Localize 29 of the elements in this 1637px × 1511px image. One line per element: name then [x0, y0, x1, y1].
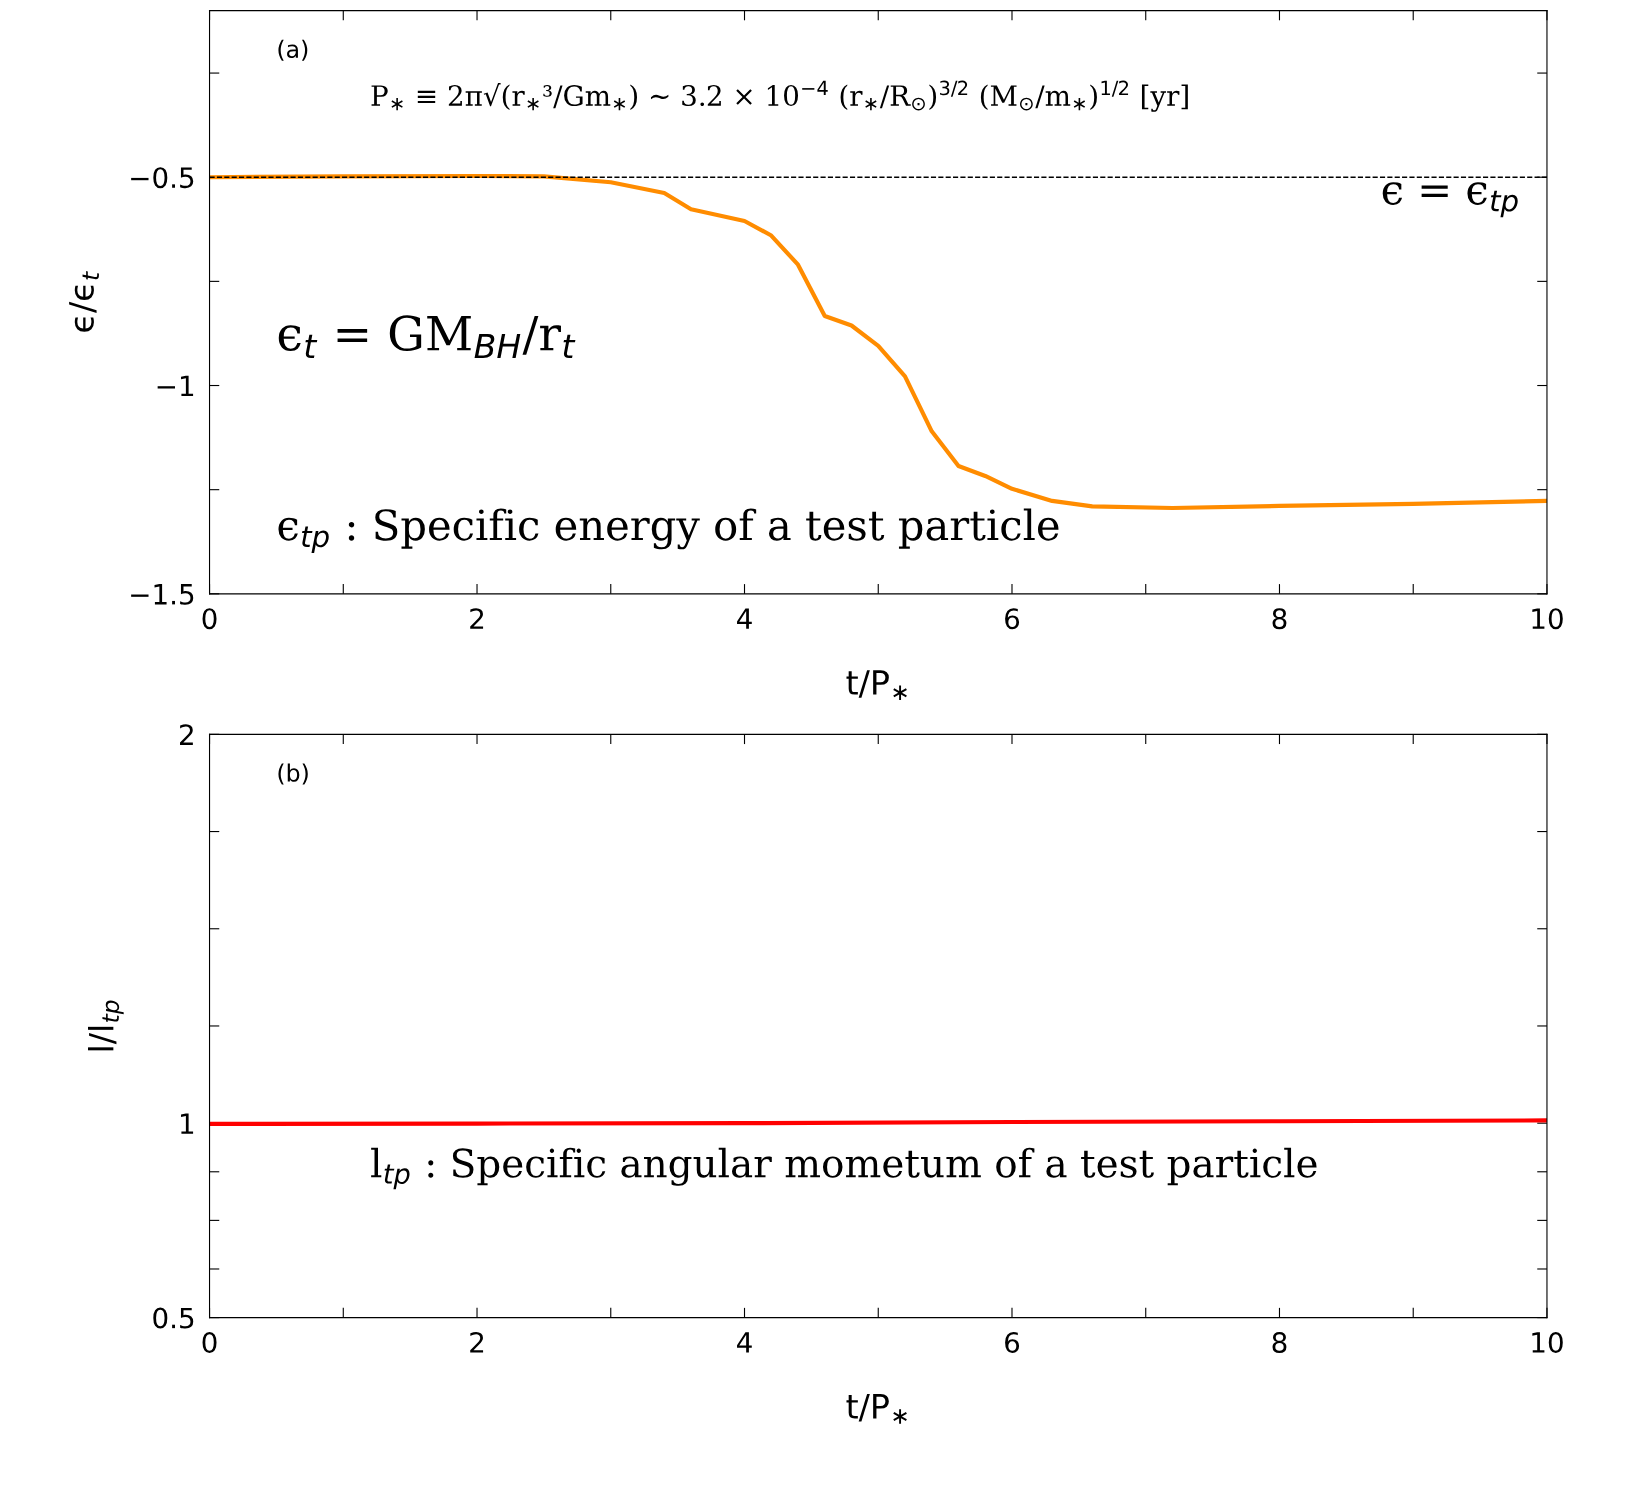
x-tick-label: 2: [470, 1331, 484, 1353]
annotation: (b): [278, 763, 308, 785]
x-tick-label: 0: [202, 1331, 217, 1353]
annotation: ϵ$_{tp}$ : Specific energy of a test particle: [278, 508, 1059, 553]
y-tick-label: −1.5: [131, 584, 194, 605]
x-tick-label: 6: [1005, 608, 1020, 630]
y-tick-label: −1: [157, 375, 194, 397]
x-tick-label: 10: [1532, 608, 1563, 630]
y-axis-title: l/l$_{tp}$: [88, 1000, 124, 1051]
x-axis-title: t/P$_{∗}$: [846, 1394, 907, 1424]
x-axis-title: t/P$_{∗}$: [846, 670, 907, 701]
x-tick-label: 2: [470, 608, 484, 629]
y-axis-title: ϵ/ϵ$_{t}$: [69, 271, 99, 332]
y-tick-label: 0.5: [153, 1307, 194, 1329]
x-tick-label: 8: [1272, 1331, 1287, 1353]
x-tick-label: 10: [1532, 1331, 1563, 1353]
y-tick-label: 1: [181, 1113, 194, 1134]
x-tick-label: 0: [202, 608, 217, 630]
x-tick-label: 4: [737, 608, 752, 629]
x-tick-label: 4: [737, 1332, 752, 1353]
ref-line-label: ϵ = ϵ$_{tp}$: [1382, 182, 1518, 218]
annotation: l$_{tp}$ : Specific angular mometum of a test particle: [371, 1147, 1317, 1190]
x-tick-label: 8: [1272, 608, 1287, 630]
y-tick-label: 2: [180, 724, 193, 745]
y-tick-label: −0.5: [131, 167, 194, 189]
x-tick-label: 6: [1005, 1331, 1020, 1353]
annotation: ϵ$_{t}$ = GM$_{BH}$/r$_{t}$: [278, 315, 576, 359]
annotation: (a): [278, 39, 308, 61]
text: P$_{∗}$ ≡ 2π√(r$_{∗}$³/Gm$_{∗}$) ∼ 3.2 × 10$^{−4}$ (r$_{∗}$/R$_{⊙}$)$^{3/2}$ (M$_{⊙}$/m$_{∗}$)$^{1/2}$ [yr]: [371, 80, 1188, 112]
